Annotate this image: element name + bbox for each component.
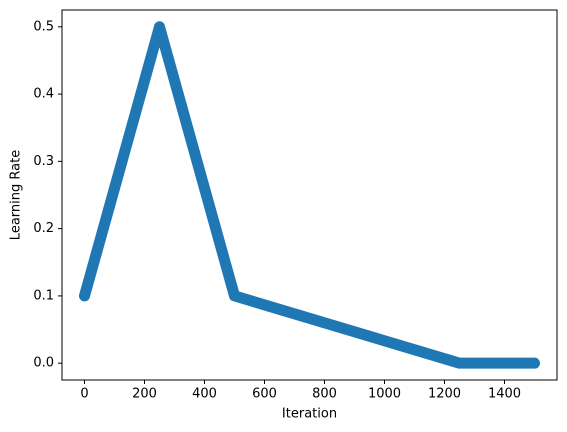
x-axis-label: Iteration <box>282 407 337 422</box>
y-tick-label: 0.1 <box>33 288 54 303</box>
x-tick-label: 1200 <box>428 387 461 402</box>
axes-frame <box>61 9 558 381</box>
x-tick-label: 0 <box>80 387 88 402</box>
y-tick-label: 0.4 <box>33 87 54 102</box>
x-tick-label: 1400 <box>488 387 521 402</box>
y-tick-label: 0.2 <box>33 221 54 236</box>
x-tick-label: 400 <box>192 387 217 402</box>
x-tick-label: 800 <box>312 387 337 402</box>
y-tick-label: 0.3 <box>33 154 54 169</box>
x-tick-label: 600 <box>252 387 277 402</box>
x-tick-label: 200 <box>132 387 157 402</box>
y-tick-label: 0.0 <box>33 356 54 371</box>
x-tick-label: 1000 <box>368 387 401 402</box>
learning-rate-line <box>79 21 540 369</box>
y-axis-label: Learning Rate <box>9 150 24 240</box>
y-tick-label: 0.5 <box>33 19 54 34</box>
plot-area <box>79 21 540 369</box>
